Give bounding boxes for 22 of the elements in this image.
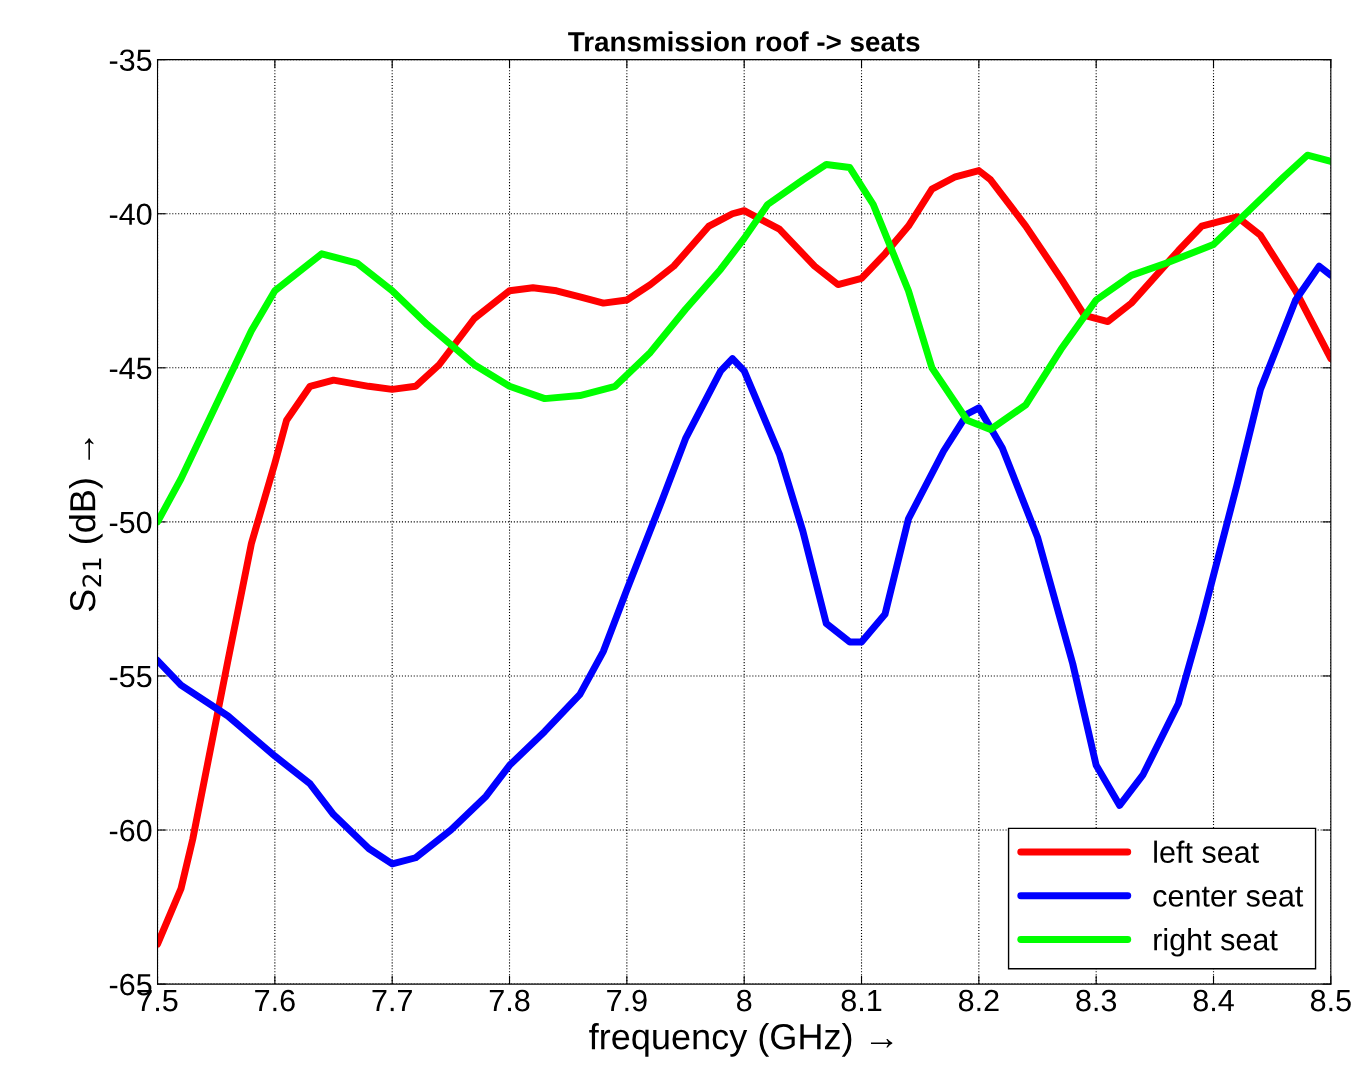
x-tick-label: 8	[737, 989, 752, 1012]
x-tick-label: 8.5	[1310, 989, 1351, 1012]
x-axis-title: frequency (GHz) →	[589, 1023, 893, 1057]
x-tick-label: 7.6	[255, 989, 295, 1012]
x-tick-label: 7.8	[489, 989, 530, 1012]
x-tick-label: 8.4	[1193, 989, 1234, 1012]
x-tick-label: 8.1	[841, 989, 882, 1012]
legend-label: center seat	[1153, 886, 1304, 907]
y-tick-label: -50	[109, 511, 152, 534]
y-tick-label: -45	[109, 357, 152, 380]
x-tick-label: 7.7	[372, 990, 412, 1012]
y-tick-label: -40	[109, 203, 152, 226]
legend-label: left seat	[1154, 840, 1259, 864]
y-tick-label: -55	[109, 666, 152, 688]
y-tick-label: -35	[109, 49, 152, 72]
x-tick-label: 7.9	[607, 989, 647, 1012]
x-tick-label: 8.2	[958, 989, 999, 1012]
legend-label: right seat	[1154, 928, 1278, 957]
chart-title: Transmission roof -> seats	[568, 31, 920, 52]
y-tick-label: -60	[109, 819, 152, 842]
x-tick-label: 8.3	[1076, 989, 1117, 1012]
y-axis-title: S$_{21}$ (dB) →	[69, 438, 103, 612]
